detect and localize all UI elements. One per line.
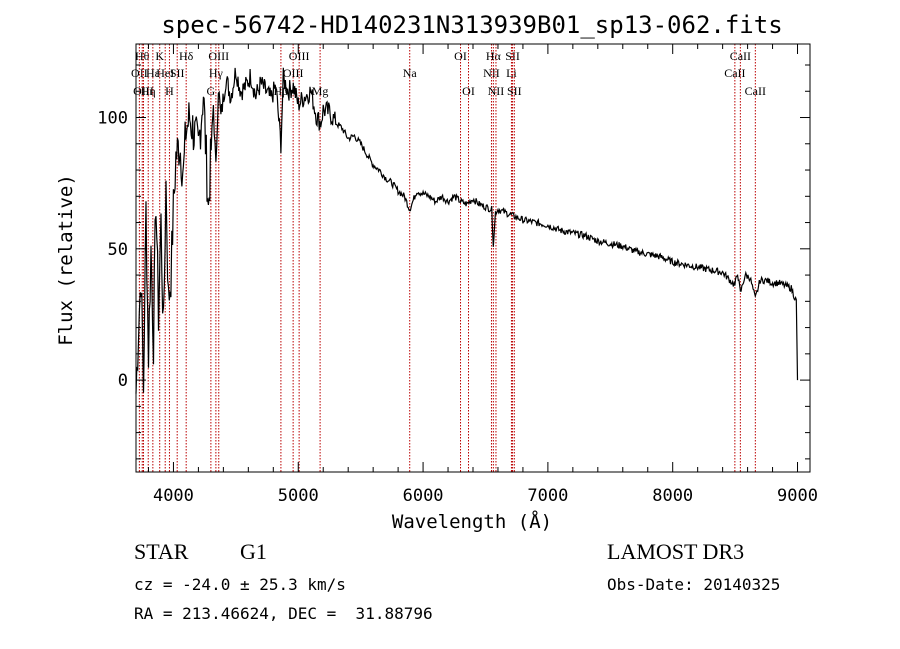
- line-marker-label-4: Hε: [146, 66, 160, 80]
- subclass: G1: [240, 539, 267, 564]
- line-marker-label-21: Hα: [486, 49, 502, 63]
- line-marker-label-18: OI: [454, 49, 467, 63]
- object-class: STAR: [134, 539, 189, 564]
- line-marker-label-8: SII: [170, 66, 185, 80]
- line-marker-label-12: OIII: [208, 49, 229, 63]
- line-marker-label-11: Hγ: [209, 66, 224, 80]
- y-axis-label: Flux (relative): [55, 174, 77, 346]
- line-marker-label-5: K: [155, 49, 164, 63]
- y-tick-label-1: 50: [108, 240, 128, 260]
- line-markers: OIIHθOIIIHηHεKHeIHSIIHδGHγOIIIHβOIIIOIII…: [131, 44, 766, 472]
- line-marker-label-27: CaII: [730, 49, 751, 63]
- coordinates-text: RA = 213.46624, DEC = 31.88796: [134, 604, 433, 623]
- x-tick-label-1: 5000: [278, 486, 319, 506]
- redshift-text: cz = -24.0 ± 25.3 km/s: [134, 575, 346, 594]
- line-marker-label-3: Hη: [141, 84, 156, 98]
- x-tick-label-5: 9000: [777, 486, 818, 506]
- x-tick-label-0: 4000: [153, 486, 194, 506]
- line-marker-label-25: SII: [507, 84, 522, 98]
- line-marker-label-23: Li: [506, 66, 517, 80]
- y-tick-label-2: 100: [97, 109, 128, 129]
- line-marker-label-24: SII: [505, 49, 520, 63]
- line-marker-label-19: OI: [462, 84, 475, 98]
- line-marker-label-15: OIII: [289, 49, 310, 63]
- x-axis-label: Wavelength (Å): [392, 510, 552, 533]
- line-marker-label-26: CaII: [724, 66, 745, 80]
- line-marker-label-14: OIII: [283, 66, 304, 80]
- line-marker-label-7: H: [165, 84, 174, 98]
- line-marker-label-10: G: [207, 84, 216, 98]
- line-marker-label-20: NII: [483, 66, 500, 80]
- line-marker-label-22: NII: [488, 84, 505, 98]
- x-tick-label-4: 8000: [652, 486, 693, 506]
- x-tick-label-3: 7000: [527, 486, 568, 506]
- axis-ticks: 4000 5000 6000 7000 8000 9000 0 50 100: [97, 44, 818, 506]
- y-tick-label-0: 0: [118, 371, 128, 391]
- line-marker-label-1: Hθ: [135, 49, 150, 63]
- line-marker-label-9: Hδ: [179, 49, 194, 63]
- survey-name: LAMOST DR3: [607, 539, 745, 564]
- line-marker-label-16: Mg: [312, 84, 329, 98]
- chart-title: spec-56742-HD140231N313939B01_sp13-062.f…: [161, 11, 782, 39]
- obs-date-text: Obs-Date: 20140325: [607, 575, 781, 594]
- flux-series-line: [135, 67, 799, 394]
- plot-frame: [135, 43, 811, 473]
- x-tick-label-2: 6000: [403, 486, 444, 506]
- line-marker-label-28: CaII: [745, 84, 766, 98]
- line-marker-label-17: Na: [403, 66, 418, 80]
